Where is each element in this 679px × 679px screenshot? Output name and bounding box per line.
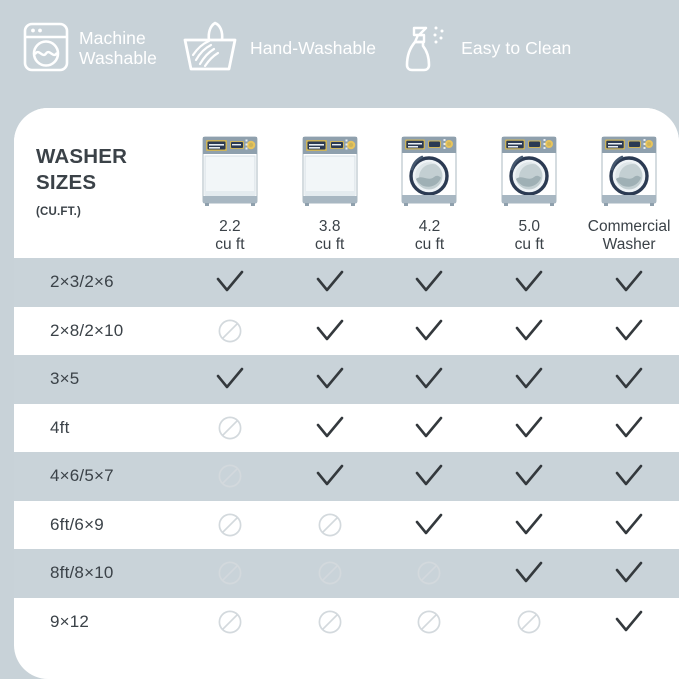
compatible-check-icon <box>579 306 679 355</box>
table-row: 8ft/8×10 <box>14 549 679 598</box>
compatible-check-icon <box>379 500 480 549</box>
compatible-check-icon <box>279 403 380 452</box>
incompatible-no-icon <box>180 500 280 549</box>
incompatible-no-icon <box>279 597 380 646</box>
row-label: 3×5 <box>14 355 180 404</box>
table-row: 2×3/2×6 <box>14 258 679 307</box>
incompatible-no-icon <box>180 452 280 501</box>
compatible-check-icon <box>379 355 480 404</box>
top-load-washer-icon <box>199 135 261 212</box>
feature-badge-label: Machine Washable <box>79 28 157 68</box>
column-header-washer-1: 2.2 cu ft <box>180 108 280 258</box>
compatible-check-icon <box>279 306 380 355</box>
table-row: 2×8/2×10 <box>14 306 679 355</box>
table-row: 3×5 <box>14 355 679 404</box>
compatible-check-icon <box>579 549 679 598</box>
column-header-caption: Commercial Washer <box>587 218 671 254</box>
compatible-check-icon <box>579 452 679 501</box>
incompatible-no-icon <box>279 500 380 549</box>
top-load-washer-icon <box>299 135 361 212</box>
incompatible-no-icon <box>279 549 380 598</box>
compatible-check-icon <box>180 355 280 404</box>
row-label: 6ft/6×9 <box>14 500 180 549</box>
feature-badge-hand-washable: Hand-Washable <box>179 19 376 80</box>
compatible-check-icon <box>479 306 580 355</box>
compatible-check-icon <box>379 258 480 307</box>
feature-badge-label: Hand-Washable <box>249 38 377 59</box>
table-row: 4ft <box>14 403 679 452</box>
page-title: WASHER SIZES (CU.FT.) <box>14 108 180 258</box>
compatible-check-icon <box>479 549 580 598</box>
hand-washable-icon <box>179 19 241 80</box>
compatible-check-icon <box>579 403 679 452</box>
compatible-check-icon <box>579 597 679 646</box>
compatible-check-icon <box>180 258 280 307</box>
incompatible-no-icon <box>379 597 480 646</box>
page-title-line2: (CU.FT.) <box>36 196 180 222</box>
column-header-washer-2: 3.8 cu ft <box>279 108 380 258</box>
compatible-check-icon <box>379 403 480 452</box>
row-label: 4ft <box>14 403 180 452</box>
compatible-check-icon <box>379 452 480 501</box>
incompatible-no-icon <box>379 549 480 598</box>
table-row: 4×6/5×7 <box>14 452 679 501</box>
page-title-unit: (CU.FT.) <box>36 206 82 219</box>
compatible-check-icon <box>479 452 580 501</box>
column-header-washer-3: 4.2 cu ft <box>379 108 480 258</box>
column-header-caption: 5.0 cu ft <box>514 218 544 254</box>
compatible-check-icon <box>579 258 679 307</box>
incompatible-no-icon <box>180 597 280 646</box>
page-title-main: WASHER SIZES <box>36 144 128 194</box>
column-header-washer-4: 5.0 cu ft <box>479 108 580 258</box>
compatible-check-icon <box>579 500 679 549</box>
compatible-check-icon <box>479 500 580 549</box>
table-row: 6ft/6×9 <box>14 500 679 549</box>
compatible-check-icon <box>479 403 580 452</box>
table-row: 9×12 <box>14 597 679 646</box>
column-header-caption: 4.2 cu ft <box>414 218 445 254</box>
table-body: 2×3/2×6 2×8/2×10 3×5 4ft 4×6/5×7 6ft/6×9 8ft/8… <box>14 258 679 646</box>
feature-badge-label: Easy to Clean <box>461 38 572 59</box>
compatible-check-icon <box>279 452 380 501</box>
column-header-caption: 2.2 cu ft <box>215 218 245 254</box>
compatible-check-icon <box>279 258 380 307</box>
incompatible-no-icon <box>180 403 280 452</box>
incompatible-no-icon <box>479 597 580 646</box>
row-label: 9×12 <box>14 597 180 646</box>
front-load-washer-icon <box>498 135 560 212</box>
compatible-check-icon <box>379 306 480 355</box>
compatible-check-icon <box>479 258 580 307</box>
incompatible-no-icon <box>180 549 280 598</box>
compatible-check-icon <box>479 355 580 404</box>
table-header: WASHER SIZES (CU.FT.) <box>14 108 679 258</box>
front-load-washer-icon <box>398 135 460 212</box>
front-load-washer-icon <box>598 135 660 212</box>
row-label: 4×6/5×7 <box>14 452 180 501</box>
feature-badge-easy-to-clean: Easy to Clean <box>398 19 571 80</box>
compatible-check-icon <box>279 355 380 404</box>
feature-badge-bar: Machine Washable Hand-Washable <box>0 0 679 98</box>
column-header-caption: 3.8 cu ft <box>315 218 345 254</box>
compatible-check-icon <box>579 355 679 404</box>
feature-badge-machine-washable: Machine Washable <box>22 21 157 78</box>
washer-size-table: WASHER SIZES (CU.FT.) <box>14 108 679 646</box>
spray-bottle-icon <box>398 19 452 80</box>
row-label: 2×3/2×6 <box>14 258 180 307</box>
incompatible-no-icon <box>180 306 280 355</box>
machine-washable-icon <box>22 21 70 78</box>
row-label: 2×8/2×10 <box>14 306 180 355</box>
table-header-row: WASHER SIZES (CU.FT.) <box>14 108 679 258</box>
washer-size-chart-card: WASHER SIZES (CU.FT.) <box>14 108 679 679</box>
column-header-washer-5: Commercial Washer <box>579 108 679 258</box>
row-label: 8ft/8×10 <box>14 549 180 598</box>
